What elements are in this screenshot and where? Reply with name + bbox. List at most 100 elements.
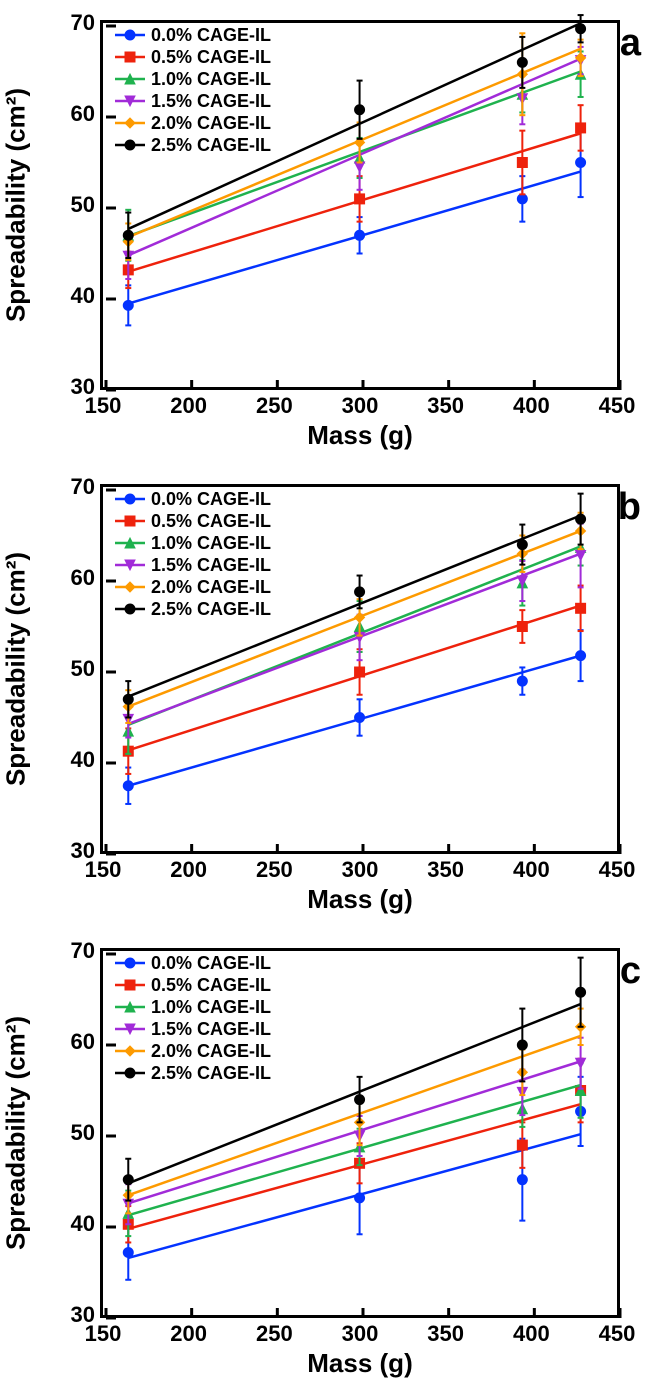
legend-label: 1.5% CAGE-IL [151,90,271,112]
legend-label: 2.0% CAGE-IL [151,1040,271,1062]
y-tick-label: 70 [45,10,95,36]
panel-letter: c [620,950,641,993]
legend-marker-icon [115,112,145,134]
panel-letter: a [620,22,641,65]
x-tick-label: 200 [170,393,207,419]
legend-marker-icon [115,488,145,510]
x-tick-label: 300 [342,393,379,419]
legend-marker-icon [115,554,145,576]
y-tick-label: 50 [45,656,95,682]
legend-marker-icon [115,1062,145,1084]
legend-label: 1.5% CAGE-IL [151,1018,271,1040]
legend-item: 1.5% CAGE-IL [115,90,271,112]
legend-item: 2.5% CAGE-IL [115,598,271,620]
y-tick-label: 30 [45,374,95,400]
legend-item: 0.0% CAGE-IL [115,24,271,46]
legend-label: 0.5% CAGE-IL [151,46,271,68]
legend-item: 0.0% CAGE-IL [115,952,271,974]
x-axis-label: Mass (g) [100,1348,620,1379]
legend-item: 1.5% CAGE-IL [115,554,271,576]
legend-label: 2.5% CAGE-IL [151,134,271,156]
x-tick-label: 300 [342,857,379,883]
legend-label: 0.0% CAGE-IL [151,952,271,974]
x-tick-label: 200 [170,857,207,883]
panel-letter: b [618,486,641,529]
legend-item: 1.0% CAGE-IL [115,996,271,1018]
x-tick-label: 250 [256,1321,293,1347]
legend-label: 2.5% CAGE-IL [151,1062,271,1084]
legend-marker-icon [115,974,145,996]
x-tick-label: 350 [427,393,464,419]
chart-panel-c: 1502002503003504004503040506070Spreadabi… [0,928,661,1392]
legend-item: 1.0% CAGE-IL [115,532,271,554]
legend-item: 2.0% CAGE-IL [115,1040,271,1062]
x-axis-label: Mass (g) [100,884,620,915]
y-tick-label: 40 [45,1211,95,1237]
x-tick-label: 450 [599,393,636,419]
x-tick-label: 450 [599,1321,636,1347]
legend-marker-icon [115,134,145,156]
x-tick-label: 400 [513,1321,550,1347]
x-tick-label: 450 [599,857,636,883]
x-tick-label: 250 [256,857,293,883]
legend-marker-icon [115,510,145,532]
y-tick-label: 40 [45,747,95,773]
legend-marker-icon [115,576,145,598]
chart-panel-b: 1502002503003504004503040506070Spreadabi… [0,464,661,928]
legend: 0.0% CAGE-IL0.5% CAGE-IL1.0% CAGE-IL1.5%… [115,952,271,1084]
y-tick-label: 50 [45,192,95,218]
x-tick-label: 300 [342,1321,379,1347]
legend-label: 0.5% CAGE-IL [151,974,271,996]
x-tick-label: 350 [427,857,464,883]
x-tick-label: 350 [427,1321,464,1347]
legend: 0.0% CAGE-IL0.5% CAGE-IL1.0% CAGE-IL1.5%… [115,24,271,156]
legend-item: 0.5% CAGE-IL [115,46,271,68]
legend-marker-icon [115,1018,145,1040]
legend-label: 1.0% CAGE-IL [151,532,271,554]
x-tick-label: 250 [256,393,293,419]
y-tick-label: 40 [45,283,95,309]
legend-label: 2.0% CAGE-IL [151,576,271,598]
legend-label: 2.5% CAGE-IL [151,598,271,620]
y-tick-label: 60 [45,565,95,591]
figure-container: 1502002503003504004503040506070Spreadabi… [0,0,661,1392]
legend-label: 1.0% CAGE-IL [151,996,271,1018]
y-tick-label: 70 [45,938,95,964]
legend-item: 2.5% CAGE-IL [115,1062,271,1084]
y-tick-label: 30 [45,838,95,864]
legend-label: 0.5% CAGE-IL [151,510,271,532]
chart-panel-a: 1502002503003504004503040506070Spreadabi… [0,0,661,464]
legend: 0.0% CAGE-IL0.5% CAGE-IL1.0% CAGE-IL1.5%… [115,488,271,620]
legend-marker-icon [115,996,145,1018]
x-tick-label: 200 [170,1321,207,1347]
y-tick-label: 50 [45,1120,95,1146]
legend-item: 2.5% CAGE-IL [115,134,271,156]
legend-label: 0.0% CAGE-IL [151,488,271,510]
legend-item: 2.0% CAGE-IL [115,112,271,134]
legend-marker-icon [115,90,145,112]
legend-marker-icon [115,24,145,46]
legend-item: 1.0% CAGE-IL [115,68,271,90]
legend-marker-icon [115,68,145,90]
y-tick-label: 60 [45,1029,95,1055]
legend-label: 1.5% CAGE-IL [151,554,271,576]
legend-marker-icon [115,1040,145,1062]
legend-item: 2.0% CAGE-IL [115,576,271,598]
x-tick-label: 400 [513,393,550,419]
legend-marker-icon [115,952,145,974]
legend-item: 0.5% CAGE-IL [115,974,271,996]
x-axis-label: Mass (g) [100,420,620,451]
legend-label: 0.0% CAGE-IL [151,24,271,46]
legend-marker-icon [115,46,145,68]
legend-item: 0.5% CAGE-IL [115,510,271,532]
x-tick-label: 400 [513,857,550,883]
y-tick-label: 70 [45,474,95,500]
y-tick-label: 60 [45,101,95,127]
legend-marker-icon [115,598,145,620]
legend-item: 1.5% CAGE-IL [115,1018,271,1040]
legend-label: 1.0% CAGE-IL [151,68,271,90]
legend-item: 0.0% CAGE-IL [115,488,271,510]
legend-label: 2.0% CAGE-IL [151,112,271,134]
legend-marker-icon [115,532,145,554]
y-tick-label: 30 [45,1302,95,1328]
